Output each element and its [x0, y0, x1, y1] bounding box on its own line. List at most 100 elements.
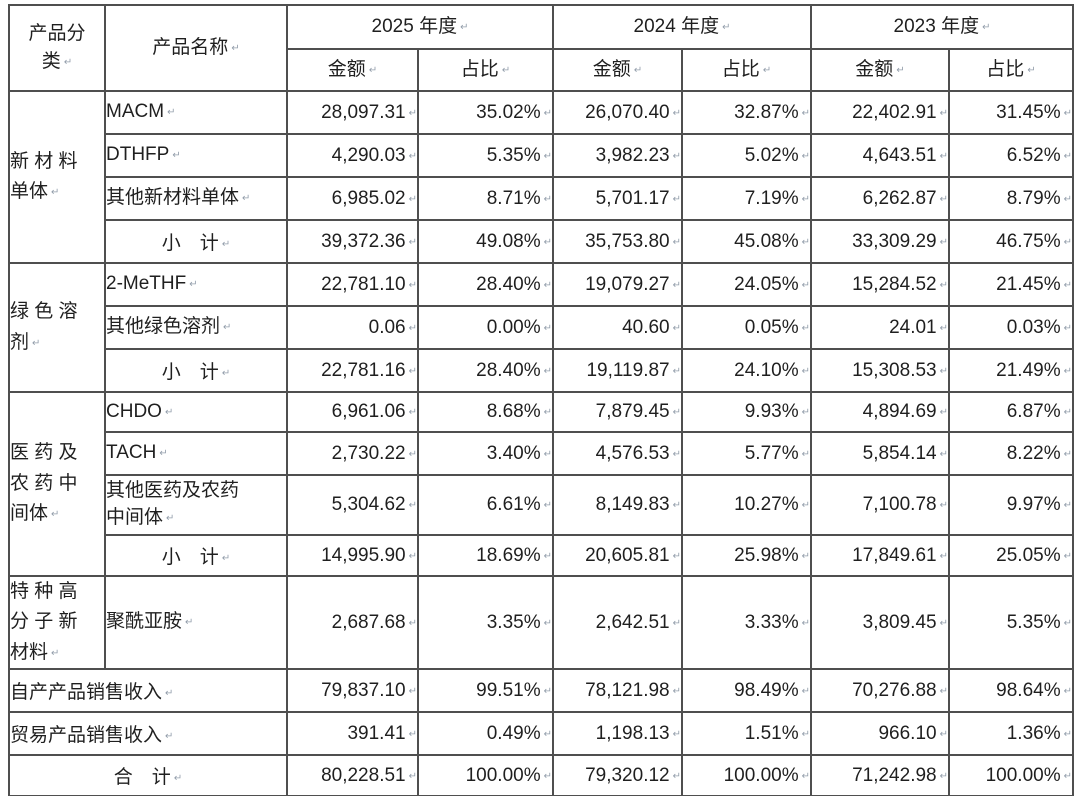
- ratio-cell: 7.19%: [681, 176, 812, 221]
- table-row-traded-revenue: 贸易产品销售收入 391.41 0.49% 1,198.13 1.51% 966…: [8, 711, 1074, 757]
- ratio-cell: 98.64%: [948, 668, 1074, 714]
- ratio-cell: 5.02%: [681, 133, 812, 178]
- table-row-other-new-materials: 其他新材料单体 6,985.02 8.71% 5,701.17 7.19% 6,…: [9, 176, 1074, 221]
- category-cell-new-materials: 新 材 料 单体: [8, 90, 106, 264]
- amount-cell: 22,402.91: [810, 90, 950, 135]
- product-name-cell: 其他绿色溶剂: [104, 305, 288, 350]
- ratio-cell: 28.40%: [417, 348, 554, 393]
- ratio-cell: 0.49%: [417, 711, 554, 757]
- amount-cell: 19,079.27: [552, 262, 683, 307]
- ratio-cell: 35.02%: [417, 90, 554, 135]
- amount-cell: 0.06: [286, 305, 419, 350]
- ratio-cell: 100.00%: [681, 754, 812, 796]
- header-year-2023: 2023 年度: [810, 4, 1074, 50]
- ratio-cell: 0.05%: [681, 305, 812, 350]
- ratio-cell: 8.79%: [948, 176, 1074, 221]
- ratio-cell: 3.40%: [417, 431, 554, 476]
- subtotal-label: 小 计: [104, 219, 288, 264]
- ratio-cell: 24.05%: [681, 262, 812, 307]
- amount-cell: 20,605.81: [552, 534, 683, 577]
- grand-total-label: 合 计: [8, 754, 288, 796]
- amount-cell: 6,262.87: [810, 176, 950, 221]
- ratio-cell: 24.10%: [681, 348, 812, 393]
- ratio-cell: 5.35%: [417, 133, 554, 178]
- product-name-cell: 其他医药及农药 中间体: [104, 474, 288, 536]
- amount-cell: 70,276.88: [810, 668, 950, 714]
- table-row-subtotal-new-materials: 小 计 39,372.36 49.08% 35,753.80 45.08% 33…: [9, 219, 1074, 264]
- ratio-cell: 21.49%: [948, 348, 1074, 393]
- category-cell-green-solvents: 绿 色 溶 剂: [8, 262, 106, 393]
- amount-cell: 2,687.68: [286, 574, 419, 671]
- amount-cell: 28,097.31: [286, 90, 419, 135]
- amount-cell: 5,304.62: [286, 474, 419, 536]
- ratio-cell: 10.27%: [681, 474, 812, 536]
- product-name-cell: CHDO: [104, 391, 288, 433]
- ratio-cell: 5.35%: [948, 574, 1074, 671]
- amount-cell: 3,982.23: [552, 133, 683, 178]
- amount-cell: 7,879.45: [552, 391, 683, 433]
- ratio-cell: 25.05%: [948, 534, 1074, 577]
- header-amount-2023: 金额: [810, 48, 950, 92]
- table-row-dthfp: DTHFP 4,290.03 5.35% 3,982.23 5.02% 4,64…: [9, 133, 1074, 178]
- amount-cell: 4,290.03: [286, 133, 419, 178]
- category-cell-specialty-polymer: 特 种 高 分 子 新 材料: [8, 574, 106, 671]
- ratio-cell: 99.51%: [417, 668, 554, 714]
- table-row-grand-total: 合 计 80,228.51 100.00% 79,320.12 100.00% …: [8, 754, 1074, 796]
- amount-cell: 33,309.29: [810, 219, 950, 264]
- ratio-cell: 8.22%: [948, 431, 1074, 476]
- table-row-polyimide: 特 种 高 分 子 新 材料 聚酰亚胺 2,687.68 3.35% 2,642…: [8, 574, 1074, 671]
- revenue-breakdown-table: 产品分 类 产品名称 2025 年度 2024 年度 2023 年度 金额 占比…: [8, 4, 1074, 796]
- ratio-cell: 46.75%: [948, 219, 1074, 264]
- product-name-cell: 其他新材料单体: [104, 176, 288, 221]
- ratio-cell: 21.45%: [948, 262, 1074, 307]
- ratio-cell: 32.87%: [681, 90, 812, 135]
- product-name-cell: TACH: [104, 431, 288, 476]
- amount-cell: 78,121.98: [552, 668, 683, 714]
- product-name-cell: 2-MeTHF: [104, 262, 288, 307]
- amount-cell: 40.60: [552, 305, 683, 350]
- amount-cell: 1,198.13: [552, 711, 683, 757]
- header-row-metrics: 金额 占比 金额 占比 金额 占比: [9, 48, 1074, 92]
- amount-cell: 15,284.52: [810, 262, 950, 307]
- amount-cell: 2,642.51: [552, 574, 683, 671]
- ratio-cell: 3.33%: [681, 574, 812, 671]
- ratio-cell: 1.51%: [681, 711, 812, 757]
- amount-cell: 3,809.45: [810, 574, 950, 671]
- amount-cell: 14,995.90: [286, 534, 419, 577]
- amount-cell: 2,730.22: [286, 431, 419, 476]
- product-name-cell: 聚酰亚胺: [104, 574, 288, 671]
- table-row-macm: 新 材 料 单体 MACM 28,097.31 35.02% 26,070.40…: [8, 90, 1074, 264]
- header-ratio-2024: 占比: [681, 48, 812, 92]
- amount-cell: 79,320.12: [552, 754, 683, 796]
- ratio-cell: 18.69%: [417, 534, 554, 577]
- ratio-cell: 5.77%: [681, 431, 812, 476]
- header-amount-2025: 金额: [286, 48, 419, 92]
- amount-cell: 22,781.10: [286, 262, 419, 307]
- ratio-cell: 0.03%: [948, 305, 1074, 350]
- table-row-self-produced-revenue: 自产产品销售收入 79,837.10 99.51% 78,121.98 98.4…: [8, 668, 1074, 714]
- amount-cell: 4,894.69: [810, 391, 950, 433]
- table-row-chdo: 医 药 及 农 药 中 间体 CHDO 6,961.06 8.68% 7,879…: [8, 391, 1074, 577]
- product-name-cell: DTHFP: [104, 133, 288, 178]
- amount-cell: 35,753.80: [552, 219, 683, 264]
- ratio-cell: 1.36%: [948, 711, 1074, 757]
- header-product-name: 产品名称: [104, 4, 288, 92]
- amount-cell: 39,372.36: [286, 219, 419, 264]
- amount-cell: 17,849.61: [810, 534, 950, 577]
- subtotal-label: 小 计: [104, 348, 288, 393]
- ratio-cell: 9.93%: [681, 391, 812, 433]
- ratio-cell: 98.49%: [681, 668, 812, 714]
- table-row-subtotal-green-solvents: 小 计 22,781.16 28.40% 19,119.87 24.10% 15…: [9, 348, 1074, 393]
- ratio-cell: 45.08%: [681, 219, 812, 264]
- amount-cell: 391.41: [286, 711, 419, 757]
- ratio-cell: 28.40%: [417, 262, 554, 307]
- amount-cell: 4,643.51: [810, 133, 950, 178]
- category-cell-pharma-intermediates: 医 药 及 农 药 中 间体: [8, 391, 106, 577]
- amount-cell: 19,119.87: [552, 348, 683, 393]
- table-row-subtotal-pharma: 小 计 14,995.90 18.69% 20,605.81 25.98% 17…: [9, 534, 1074, 577]
- amount-cell: 22,781.16: [286, 348, 419, 393]
- amount-cell: 8,149.83: [552, 474, 683, 536]
- amount-cell: 7,100.78: [810, 474, 950, 536]
- ratio-cell: 100.00%: [417, 754, 554, 796]
- ratio-cell: 49.08%: [417, 219, 554, 264]
